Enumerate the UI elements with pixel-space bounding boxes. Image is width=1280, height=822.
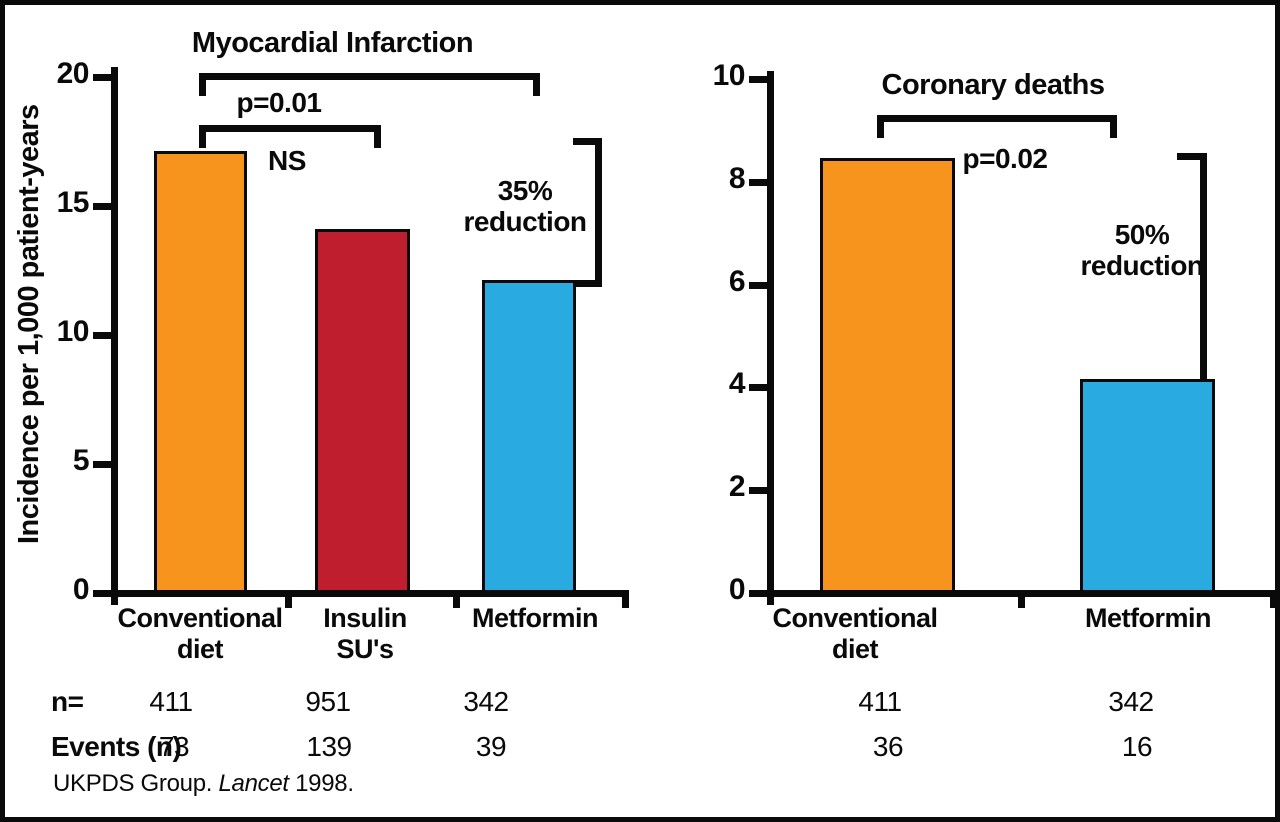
ns-label: NS: [268, 145, 306, 176]
right-chart-title: Coronary deaths: [881, 69, 1105, 101]
p-value-label-left: p=0.01: [236, 87, 322, 118]
events-value: 39: [475, 731, 507, 762]
bar-metformin: [1080, 379, 1215, 597]
y-tick-label: 5: [72, 444, 90, 477]
y-axis: [111, 67, 118, 605]
events-value: 73: [158, 731, 190, 762]
y-tick: [93, 332, 111, 339]
y-tick-label: 20: [56, 57, 90, 90]
y-tick: [93, 461, 111, 468]
source-suffix: 1998.: [288, 770, 354, 797]
left-chart-title: Myocardial Infarction: [191, 27, 474, 59]
p-value-bracket-left: [199, 73, 540, 96]
y-tick-label: 10: [712, 59, 746, 92]
x-axis-tick: [622, 590, 629, 608]
category-label-conventional-diet: Conventional diet: [772, 603, 938, 664]
y-tick-label: 0: [72, 573, 90, 606]
source-citation: UKPDS Group. Lancet 1998.: [53, 770, 354, 797]
events-row-label: Events (n): [51, 731, 182, 762]
y-tick: [93, 590, 111, 597]
category-label-conventional-diet: Conventional diet: [117, 603, 283, 664]
y-tick-label: 4: [728, 367, 746, 401]
y-axis: [767, 71, 774, 605]
n-value: 951: [305, 686, 351, 717]
n-value: 342: [463, 686, 509, 717]
y-tick: [749, 76, 767, 83]
x-axis-tick: [1018, 590, 1025, 608]
y-tick: [749, 590, 767, 597]
y-tick: [749, 384, 767, 392]
bar-insulin-su-s: [315, 228, 410, 597]
bar-conventional-diet: [820, 158, 955, 597]
ns-bracket: [199, 125, 381, 148]
category-label-insulin-su-s: Insulin SU's: [323, 603, 407, 664]
y-tick-label: 8: [728, 161, 746, 195]
y-tick: [93, 74, 111, 81]
events-value: 36: [872, 731, 904, 762]
bar-metformin: [482, 280, 576, 597]
events-value: 16: [1121, 731, 1153, 762]
n-value: 411: [858, 686, 902, 717]
y-tick: [749, 487, 767, 495]
reduction-label-left: 35% reduction: [463, 175, 587, 237]
events-value: 139: [306, 731, 352, 762]
source-journal: Lancet: [218, 770, 290, 797]
reduction-label-right: 50% reduction: [1080, 219, 1204, 281]
category-label-metformin: Metformin: [1085, 603, 1212, 633]
x-axis: [111, 590, 629, 597]
y-tick: [749, 178, 767, 186]
x-axis-tick: [453, 590, 460, 608]
p-value-label-right: p=0.02: [962, 143, 1048, 174]
n-value: 342: [1108, 686, 1154, 717]
x-axis-tick: [1270, 590, 1275, 608]
source-prefix: UKPDS Group.: [53, 770, 219, 797]
n-row-label: n=: [51, 686, 84, 717]
reduction-bracket-left: [573, 138, 602, 287]
y-tick: [749, 281, 767, 289]
category-label-metformin: Metformin: [472, 603, 599, 633]
p-value-bracket-right: [877, 115, 1117, 138]
y-tick-label: 10: [56, 315, 90, 348]
y-tick-label: 0: [728, 573, 746, 606]
y-tick: [93, 203, 111, 210]
x-axis-tick: [285, 590, 292, 608]
bar-conventional-diet: [154, 151, 247, 597]
y-tick-label: 15: [56, 186, 90, 219]
y-tick-label: 6: [728, 264, 746, 298]
n-value: 411: [149, 686, 193, 717]
y-tick-label: 2: [728, 470, 746, 504]
